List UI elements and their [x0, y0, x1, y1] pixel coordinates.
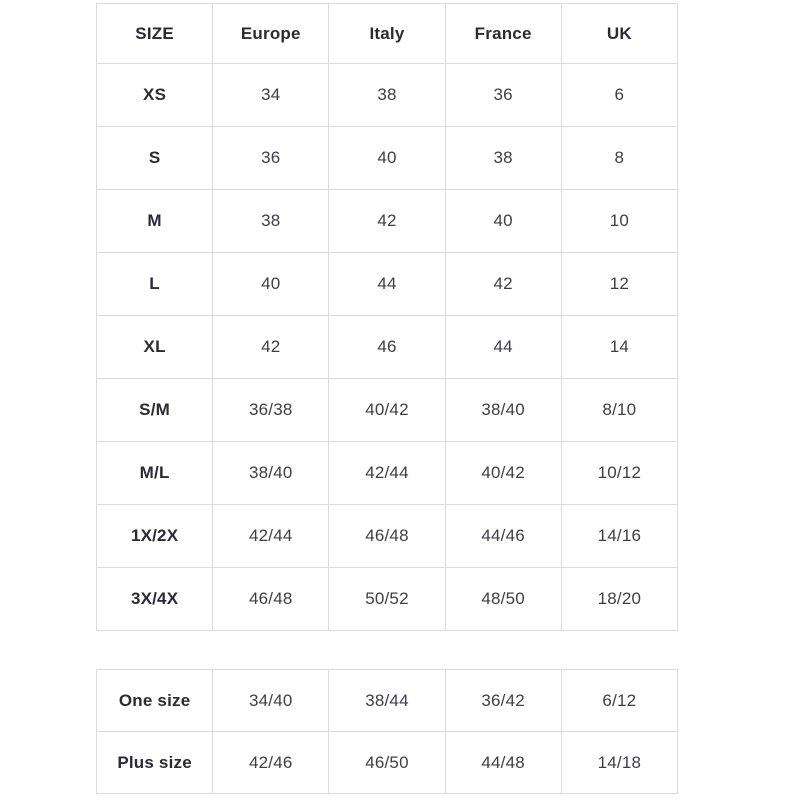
size-value-cell: 6/12 — [560, 669, 679, 732]
size-label: L — [95, 252, 214, 316]
column-header-uk: UK — [560, 3, 679, 64]
size-value-cell: 40 — [444, 189, 562, 253]
size-value-cell: 44 — [444, 315, 562, 379]
size-value-cell: 50/52 — [328, 567, 446, 631]
size-value-cell: 44 — [328, 252, 446, 316]
column-header-italy: Italy — [328, 3, 446, 64]
size-label: S/M — [95, 378, 214, 442]
size-value-cell: 34/40 — [212, 669, 330, 732]
table-row: S 36 40 38 8 — [95, 126, 679, 190]
size-value-cell: 38/44 — [328, 669, 446, 732]
size-value-cell: 42 — [444, 252, 562, 316]
size-value-cell: 42 — [212, 315, 330, 379]
size-value-cell: 38/40 — [444, 378, 562, 442]
column-header-france: France — [444, 3, 562, 64]
table-row: S/M 36/38 40/42 38/40 8/10 — [95, 378, 679, 442]
size-value-cell: 36/42 — [444, 669, 562, 732]
column-header-size: SIZE — [95, 3, 214, 64]
table-row: L 40 44 42 12 — [95, 252, 679, 316]
size-value-cell: 38/40 — [212, 441, 330, 505]
table-row: 1X/2X 42/44 46/48 44/46 14/16 — [95, 504, 679, 568]
size-value-cell: 18/20 — [560, 567, 679, 631]
size-value-cell: 42/44 — [212, 504, 330, 568]
size-value-cell: 6 — [560, 63, 679, 127]
size-value-cell: 14 — [560, 315, 679, 379]
size-value-cell: 34 — [212, 63, 330, 127]
size-value-cell: 40/42 — [328, 378, 446, 442]
size-value-cell: 36 — [212, 126, 330, 190]
table-row: One size 34/40 38/44 36/42 6/12 — [95, 669, 679, 732]
size-value-cell: 10 — [560, 189, 679, 253]
size-value-cell: 40/42 — [444, 441, 562, 505]
size-value-cell: 44/46 — [444, 504, 562, 568]
extra-size-table: One size 34/40 38/44 36/42 6/12 Plus size 42/4… — [95, 669, 679, 794]
size-value-cell: 48/50 — [444, 567, 562, 631]
size-value-cell: 40 — [212, 252, 330, 316]
size-value-cell: 14/16 — [560, 504, 679, 568]
size-value-cell: 36/38 — [212, 378, 330, 442]
size-label: One size — [95, 669, 214, 732]
size-value-cell: 42 — [328, 189, 446, 253]
table-row: XL 42 46 44 14 — [95, 315, 679, 379]
size-value-cell: 46/48 — [212, 567, 330, 631]
size-value-cell: 46/50 — [328, 731, 446, 794]
size-label: M/L — [95, 441, 214, 505]
size-value-cell: 42/46 — [212, 731, 330, 794]
table-row: 3X/4X 46/48 50/52 48/50 18/20 — [95, 567, 679, 631]
size-label: 3X/4X — [95, 567, 214, 631]
size-value-cell: 8 — [560, 126, 679, 190]
size-label: M — [95, 189, 214, 253]
size-value-cell: 38 — [328, 63, 446, 127]
size-value-cell: 38 — [444, 126, 562, 190]
size-value-cell: 44/48 — [444, 731, 562, 794]
table-row: XS 34 38 36 6 — [95, 63, 679, 127]
size-value-cell: 8/10 — [560, 378, 679, 442]
size-label: 1X/2X — [95, 504, 214, 568]
column-header-europe: Europe — [212, 3, 330, 64]
size-value-cell: 10/12 — [560, 441, 679, 505]
size-label: Plus size — [95, 731, 214, 794]
size-value-cell: 38 — [212, 189, 330, 253]
size-value-cell: 42/44 — [328, 441, 446, 505]
size-label: XS — [95, 63, 214, 127]
size-label: XL — [95, 315, 214, 379]
size-value-cell: 40 — [328, 126, 446, 190]
size-conversion-chart: SIZE Europe Italy France UK XS 34 38 36 6 S 36… — [95, 3, 679, 794]
table-row: Plus size 42/46 46/50 44/48 14/18 — [95, 731, 679, 794]
size-value-cell: 36 — [444, 63, 562, 127]
size-value-cell: 14/18 — [560, 731, 679, 794]
table-row: M 38 42 40 10 — [95, 189, 679, 253]
size-value-cell: 46/48 — [328, 504, 446, 568]
table-row: M/L 38/40 42/44 40/42 10/12 — [95, 441, 679, 505]
main-size-table: SIZE Europe Italy France UK XS 34 38 36 6 S 36… — [95, 3, 679, 631]
header-row: SIZE Europe Italy France UK — [95, 3, 679, 64]
size-value-cell: 12 — [560, 252, 679, 316]
size-value-cell: 46 — [328, 315, 446, 379]
size-label: S — [95, 126, 214, 190]
